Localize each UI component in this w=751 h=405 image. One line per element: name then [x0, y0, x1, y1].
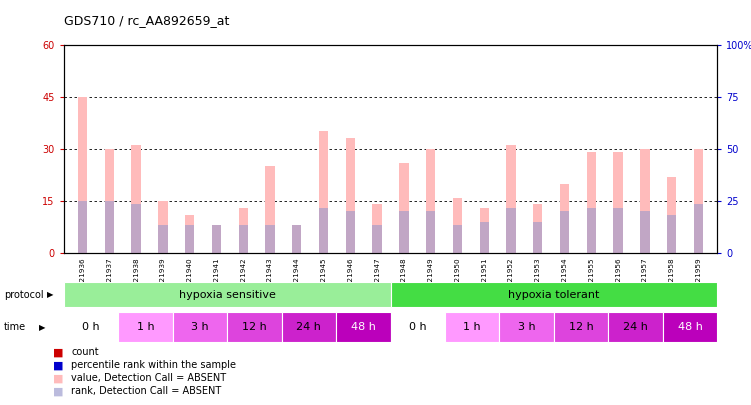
Bar	[292, 225, 301, 253]
Text: rank, Detection Call = ABSENT: rank, Detection Call = ABSENT	[71, 386, 222, 396]
Text: 12 h: 12 h	[242, 322, 267, 332]
Bar	[453, 225, 462, 253]
Bar	[640, 149, 650, 253]
Text: ▶: ▶	[47, 290, 54, 299]
Bar	[614, 208, 623, 253]
Text: 1 h: 1 h	[463, 322, 481, 332]
Bar	[173, 313, 227, 342]
Text: ▶: ▶	[39, 322, 46, 332]
Text: 0 h: 0 h	[83, 322, 100, 332]
Text: time: time	[4, 322, 26, 332]
Bar	[78, 201, 87, 253]
Bar	[560, 183, 569, 253]
Text: ■: ■	[53, 347, 63, 357]
Bar	[265, 166, 275, 253]
Text: 12 h: 12 h	[569, 322, 593, 332]
Bar	[372, 225, 382, 253]
Bar	[662, 313, 717, 342]
Bar	[426, 149, 436, 253]
Bar	[78, 97, 87, 253]
Bar	[265, 225, 275, 253]
Bar	[587, 152, 596, 253]
Text: ■: ■	[53, 373, 63, 383]
Bar	[336, 313, 391, 342]
Bar	[608, 313, 662, 342]
Text: 24 h: 24 h	[297, 322, 321, 332]
Bar	[212, 225, 221, 253]
Bar	[667, 215, 677, 253]
Bar	[345, 211, 355, 253]
Bar	[131, 145, 141, 253]
Text: protocol: protocol	[4, 290, 44, 300]
Bar	[158, 225, 167, 253]
Text: 48 h: 48 h	[351, 322, 376, 332]
Text: ■: ■	[53, 386, 63, 396]
Bar	[119, 313, 173, 342]
Bar	[506, 145, 516, 253]
Bar	[319, 208, 328, 253]
Bar	[212, 225, 221, 253]
Bar	[453, 198, 462, 253]
Bar	[391, 313, 445, 342]
Text: percentile rank within the sample: percentile rank within the sample	[71, 360, 237, 370]
Bar	[533, 205, 542, 253]
Bar	[499, 313, 554, 342]
Text: 1 h: 1 h	[137, 322, 154, 332]
Bar	[64, 313, 119, 342]
Text: value, Detection Call = ABSENT: value, Detection Call = ABSENT	[71, 373, 227, 383]
Bar	[506, 208, 516, 253]
Bar	[185, 225, 195, 253]
Bar	[694, 149, 703, 253]
Text: GDS710 / rc_AA892659_at: GDS710 / rc_AA892659_at	[64, 14, 229, 27]
Bar	[640, 211, 650, 253]
Bar	[560, 211, 569, 253]
Bar	[319, 132, 328, 253]
Bar	[227, 313, 282, 342]
Bar	[614, 152, 623, 253]
Bar	[667, 177, 677, 253]
Text: 48 h: 48 h	[677, 322, 702, 332]
Bar	[445, 313, 499, 342]
Bar	[480, 222, 489, 253]
Bar	[158, 201, 167, 253]
Bar	[292, 225, 301, 253]
Bar	[554, 313, 608, 342]
Bar	[426, 211, 436, 253]
Bar	[104, 201, 114, 253]
Text: hypoxia tolerant: hypoxia tolerant	[508, 290, 599, 300]
Text: hypoxia sensitive: hypoxia sensitive	[179, 290, 276, 300]
Bar	[104, 149, 114, 253]
Bar	[391, 282, 717, 307]
Text: 3 h: 3 h	[192, 322, 209, 332]
Bar	[345, 139, 355, 253]
Bar	[239, 225, 248, 253]
Bar	[131, 205, 141, 253]
Bar	[282, 313, 336, 342]
Text: ■: ■	[53, 360, 63, 370]
Bar	[64, 282, 391, 307]
Bar	[400, 163, 409, 253]
Text: 0 h: 0 h	[409, 322, 427, 332]
Bar	[239, 208, 248, 253]
Bar	[372, 205, 382, 253]
Bar	[694, 205, 703, 253]
Bar	[185, 215, 195, 253]
Bar	[587, 208, 596, 253]
Text: count: count	[71, 347, 99, 357]
Bar	[480, 208, 489, 253]
Bar	[400, 211, 409, 253]
Text: 24 h: 24 h	[623, 322, 648, 332]
Bar	[533, 222, 542, 253]
Text: 3 h: 3 h	[518, 322, 535, 332]
